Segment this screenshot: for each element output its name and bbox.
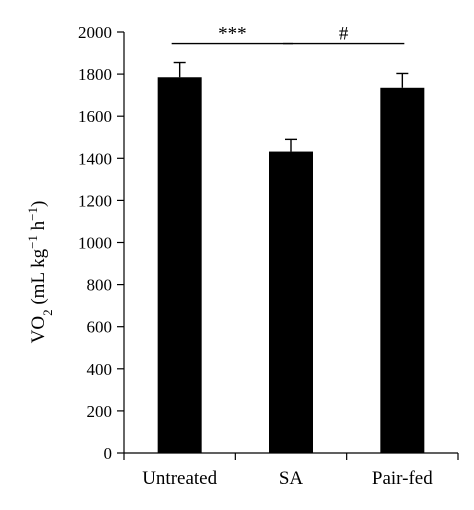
y-tick-label: 1600: [78, 107, 112, 126]
x-category-label: Untreated: [142, 468, 217, 489]
y-tick-label: 800: [87, 276, 113, 295]
y-tick-label: 1000: [78, 234, 112, 253]
y-tick-label: 2000: [78, 23, 112, 42]
x-axis: Untreated SA Pair-fed: [123, 452, 459, 489]
y-tick-label: 400: [87, 360, 113, 379]
y-tick-label: 600: [87, 318, 113, 337]
y-label-h: h: [28, 220, 49, 235]
significance-annotations: *** #: [171, 24, 405, 45]
y-axis-label: VO2 (mL kg−1 h−1): [25, 201, 55, 344]
error-bars: [173, 61, 409, 152]
y-label-units: (mL kg: [28, 248, 49, 309]
x-category-label: Pair-fed: [372, 468, 433, 489]
y-tick-label: 1400: [78, 149, 112, 168]
bar-sa: [269, 151, 313, 453]
significance-label: #: [339, 24, 349, 45]
x-category-label: SA: [279, 468, 304, 489]
y-label-base: VO: [28, 316, 49, 343]
y-tick-label: 1800: [78, 65, 112, 84]
y-label-close: ): [28, 201, 49, 207]
bars: [157, 77, 425, 453]
y-tick-label: 1200: [78, 191, 112, 210]
bar-untreated: [157, 77, 202, 453]
y-axis: 0 200 400 600 800 1000 1200 1400 1600 1800 2000: [78, 23, 125, 463]
y-tick-label: 200: [87, 402, 113, 421]
y-label-superscript-1: −1: [25, 235, 40, 249]
bar-pair-fed: [380, 87, 425, 453]
y-label-subscript: 2: [40, 309, 55, 316]
y-label-superscript-2: −1: [25, 207, 40, 221]
significance-label: ***: [218, 24, 247, 45]
y-tick-label: 0: [104, 444, 113, 463]
